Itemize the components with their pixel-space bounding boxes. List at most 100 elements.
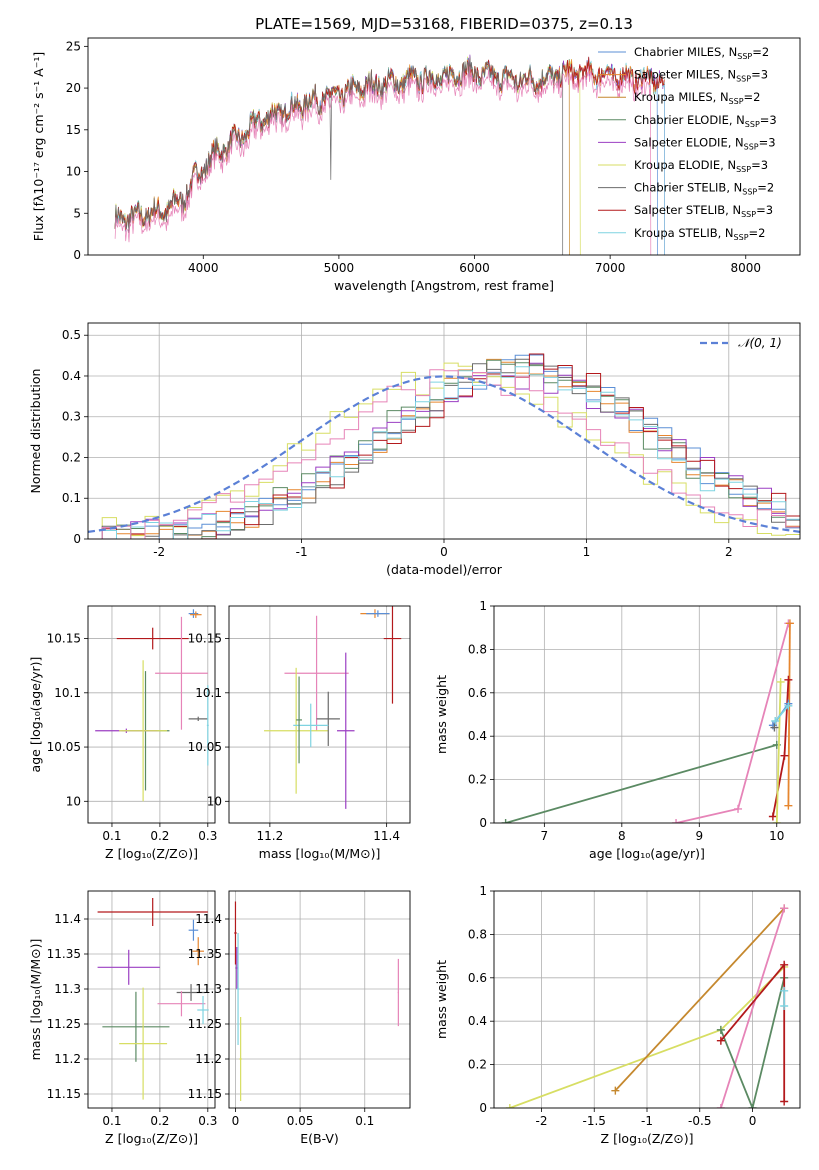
legend-label: Salpeter STELIB, NSSP=3: [634, 203, 773, 219]
x-tick-label: -2: [153, 545, 165, 559]
chart-residuals: -2 -1 0 1 2 0 0.1 0.2 0.3 0.4 0.5 (data-model)/erro…: [28, 322, 801, 577]
x-tick-label: 0.1: [102, 1114, 121, 1128]
x-tick-label: 0.1: [355, 1114, 374, 1128]
y-tick-label: 0.8: [468, 927, 487, 941]
axes-frame: [87, 322, 801, 540]
histogram-series: [88, 366, 800, 539]
y-tick-label: 10.1: [195, 686, 222, 700]
weight-marker: [716, 1036, 725, 1045]
weight-marker: [611, 1086, 620, 1095]
axes-frame: [228, 605, 411, 824]
x-tick-label: 0.1: [102, 829, 121, 843]
y-tick-label: 0.4: [468, 1014, 487, 1028]
x-axis-label: age [log₁₀(age/yr)]: [589, 846, 705, 861]
plot-area: [501, 619, 794, 823]
weight-marker: [780, 1002, 789, 1011]
weight-line: [787, 623, 791, 806]
y-tick-label: 11.25: [188, 1017, 222, 1031]
axes-frame: [493, 890, 801, 1109]
x-tick-label: 0.2: [150, 829, 169, 843]
y-axis-label: mass weight: [434, 960, 449, 1039]
y-tick-label: 11.15: [188, 1087, 222, 1101]
axes-frame: [87, 605, 216, 824]
plot-area: [95, 609, 209, 802]
y-tick-label: 10.1: [54, 686, 81, 700]
y-tick-label: 10.15: [47, 632, 81, 646]
y-tick-label: 0.8: [468, 642, 487, 656]
y-tick-label: 11.3: [54, 982, 81, 996]
y-axis-label: mass [log₁₀(M/M⊙)]: [28, 939, 43, 1061]
x-tick-label: 0: [749, 1114, 757, 1128]
y-axis-label: age [log₁₀(age/yr)]: [28, 657, 43, 773]
x-tick-label: 1: [583, 545, 591, 559]
weight-line: [720, 977, 786, 1108]
axes-frame: [87, 890, 216, 1109]
y-tick-label: 10.05: [188, 740, 222, 754]
y-tick-label: 11.35: [188, 947, 222, 961]
weight-marker: [784, 801, 793, 810]
weight-marker: [734, 804, 743, 813]
x-axis-label: mass [log₁₀(M/M⊙)]: [259, 846, 381, 861]
x-tick-label: -2: [535, 1114, 547, 1128]
y-axis-label: mass weight: [434, 675, 449, 754]
legend-label: Chabrier MILES, NSSP=2: [634, 45, 769, 61]
y-tick-label: 10: [66, 165, 81, 179]
chart-mass_weight_vs_age: 7 8 9 10 0 0.2 0.4 0.6 0.8 1 age [log₁₀(age/yr)] ma…: [434, 599, 801, 861]
x-tick-label: 11.4: [373, 829, 400, 843]
y-tick-label: 25: [66, 39, 81, 53]
x-tick-label: 0.3: [198, 1114, 217, 1128]
y-tick-label: 0.6: [468, 971, 487, 985]
histogram-series: [88, 362, 800, 539]
x-axis-label: E(B-V): [300, 1131, 339, 1146]
weight-marker: [785, 619, 794, 628]
weight-line: [675, 623, 790, 823]
series-line: [114, 56, 665, 231]
plot-area: [97, 898, 209, 1100]
weight-marker: [716, 1025, 725, 1034]
plot-area: [114, 54, 665, 255]
x-tick-label: 7: [541, 829, 549, 843]
chart-spectrum: 4000 5000 6000 7000 8000 0 5 10 15 20 25 wavelength…: [31, 37, 801, 293]
y-tick-label: 11.3: [195, 982, 222, 996]
x-tick-label: 7000: [595, 261, 626, 275]
x-tick-label: 10: [769, 829, 784, 843]
weight-marker: [784, 675, 793, 684]
series-line: [114, 57, 564, 255]
y-axis-label: Normed distribution: [28, 369, 43, 494]
series-line: [114, 57, 665, 255]
weight-marker: [501, 819, 510, 823]
weight-marker: [771, 717, 780, 726]
y-tick-label: 0: [73, 532, 81, 546]
y-tick-label: 15: [66, 123, 81, 137]
weight-line: [505, 744, 778, 823]
histogram-series: [88, 359, 800, 539]
x-tick-label: 5000: [324, 261, 355, 275]
y-tick-label: 0.4: [62, 369, 81, 383]
histogram-series: [88, 362, 800, 539]
y-tick-label: 0.1: [62, 491, 81, 505]
weight-marker: [780, 986, 789, 995]
weight-marker: [505, 1104, 514, 1108]
weight-line: [614, 907, 785, 1092]
legend-label: 𝒩(0, 1): [738, 336, 782, 350]
x-tick-label: 4000: [188, 261, 219, 275]
x-tick-label: -1: [296, 545, 308, 559]
y-tick-label: 10: [207, 794, 222, 808]
x-tick-label: 0.3: [198, 829, 217, 843]
x-tick-label: 0.2: [150, 1114, 169, 1128]
legend-label: Kroupa ELODIE, NSSP=3: [634, 158, 768, 174]
y-tick-label: 11.15: [47, 1087, 81, 1101]
x-tick-label: 8: [618, 829, 626, 843]
y-axis-label: Flux [fλ10⁻¹⁷ erg cm⁻² s⁻¹ A⁻¹]: [31, 52, 46, 241]
chart-mass_vs_ebv: 0 0.05 0.1 11.15 11.2 11.25 11.3 11.35 11.4 E(B-V…: [188, 890, 411, 1146]
plot-area: [505, 904, 789, 1108]
axes-frame: [493, 605, 801, 824]
plot-area: [264, 606, 402, 809]
y-tick-label: 11.35: [47, 947, 81, 961]
weight-marker: [770, 723, 779, 732]
weight-marker: [772, 819, 781, 823]
weight-marker: [748, 1104, 757, 1108]
x-tick-label: 0: [440, 545, 448, 559]
y-tick-label: 0.2: [468, 1058, 487, 1072]
x-axis-label: (data-model)/error: [386, 562, 503, 577]
